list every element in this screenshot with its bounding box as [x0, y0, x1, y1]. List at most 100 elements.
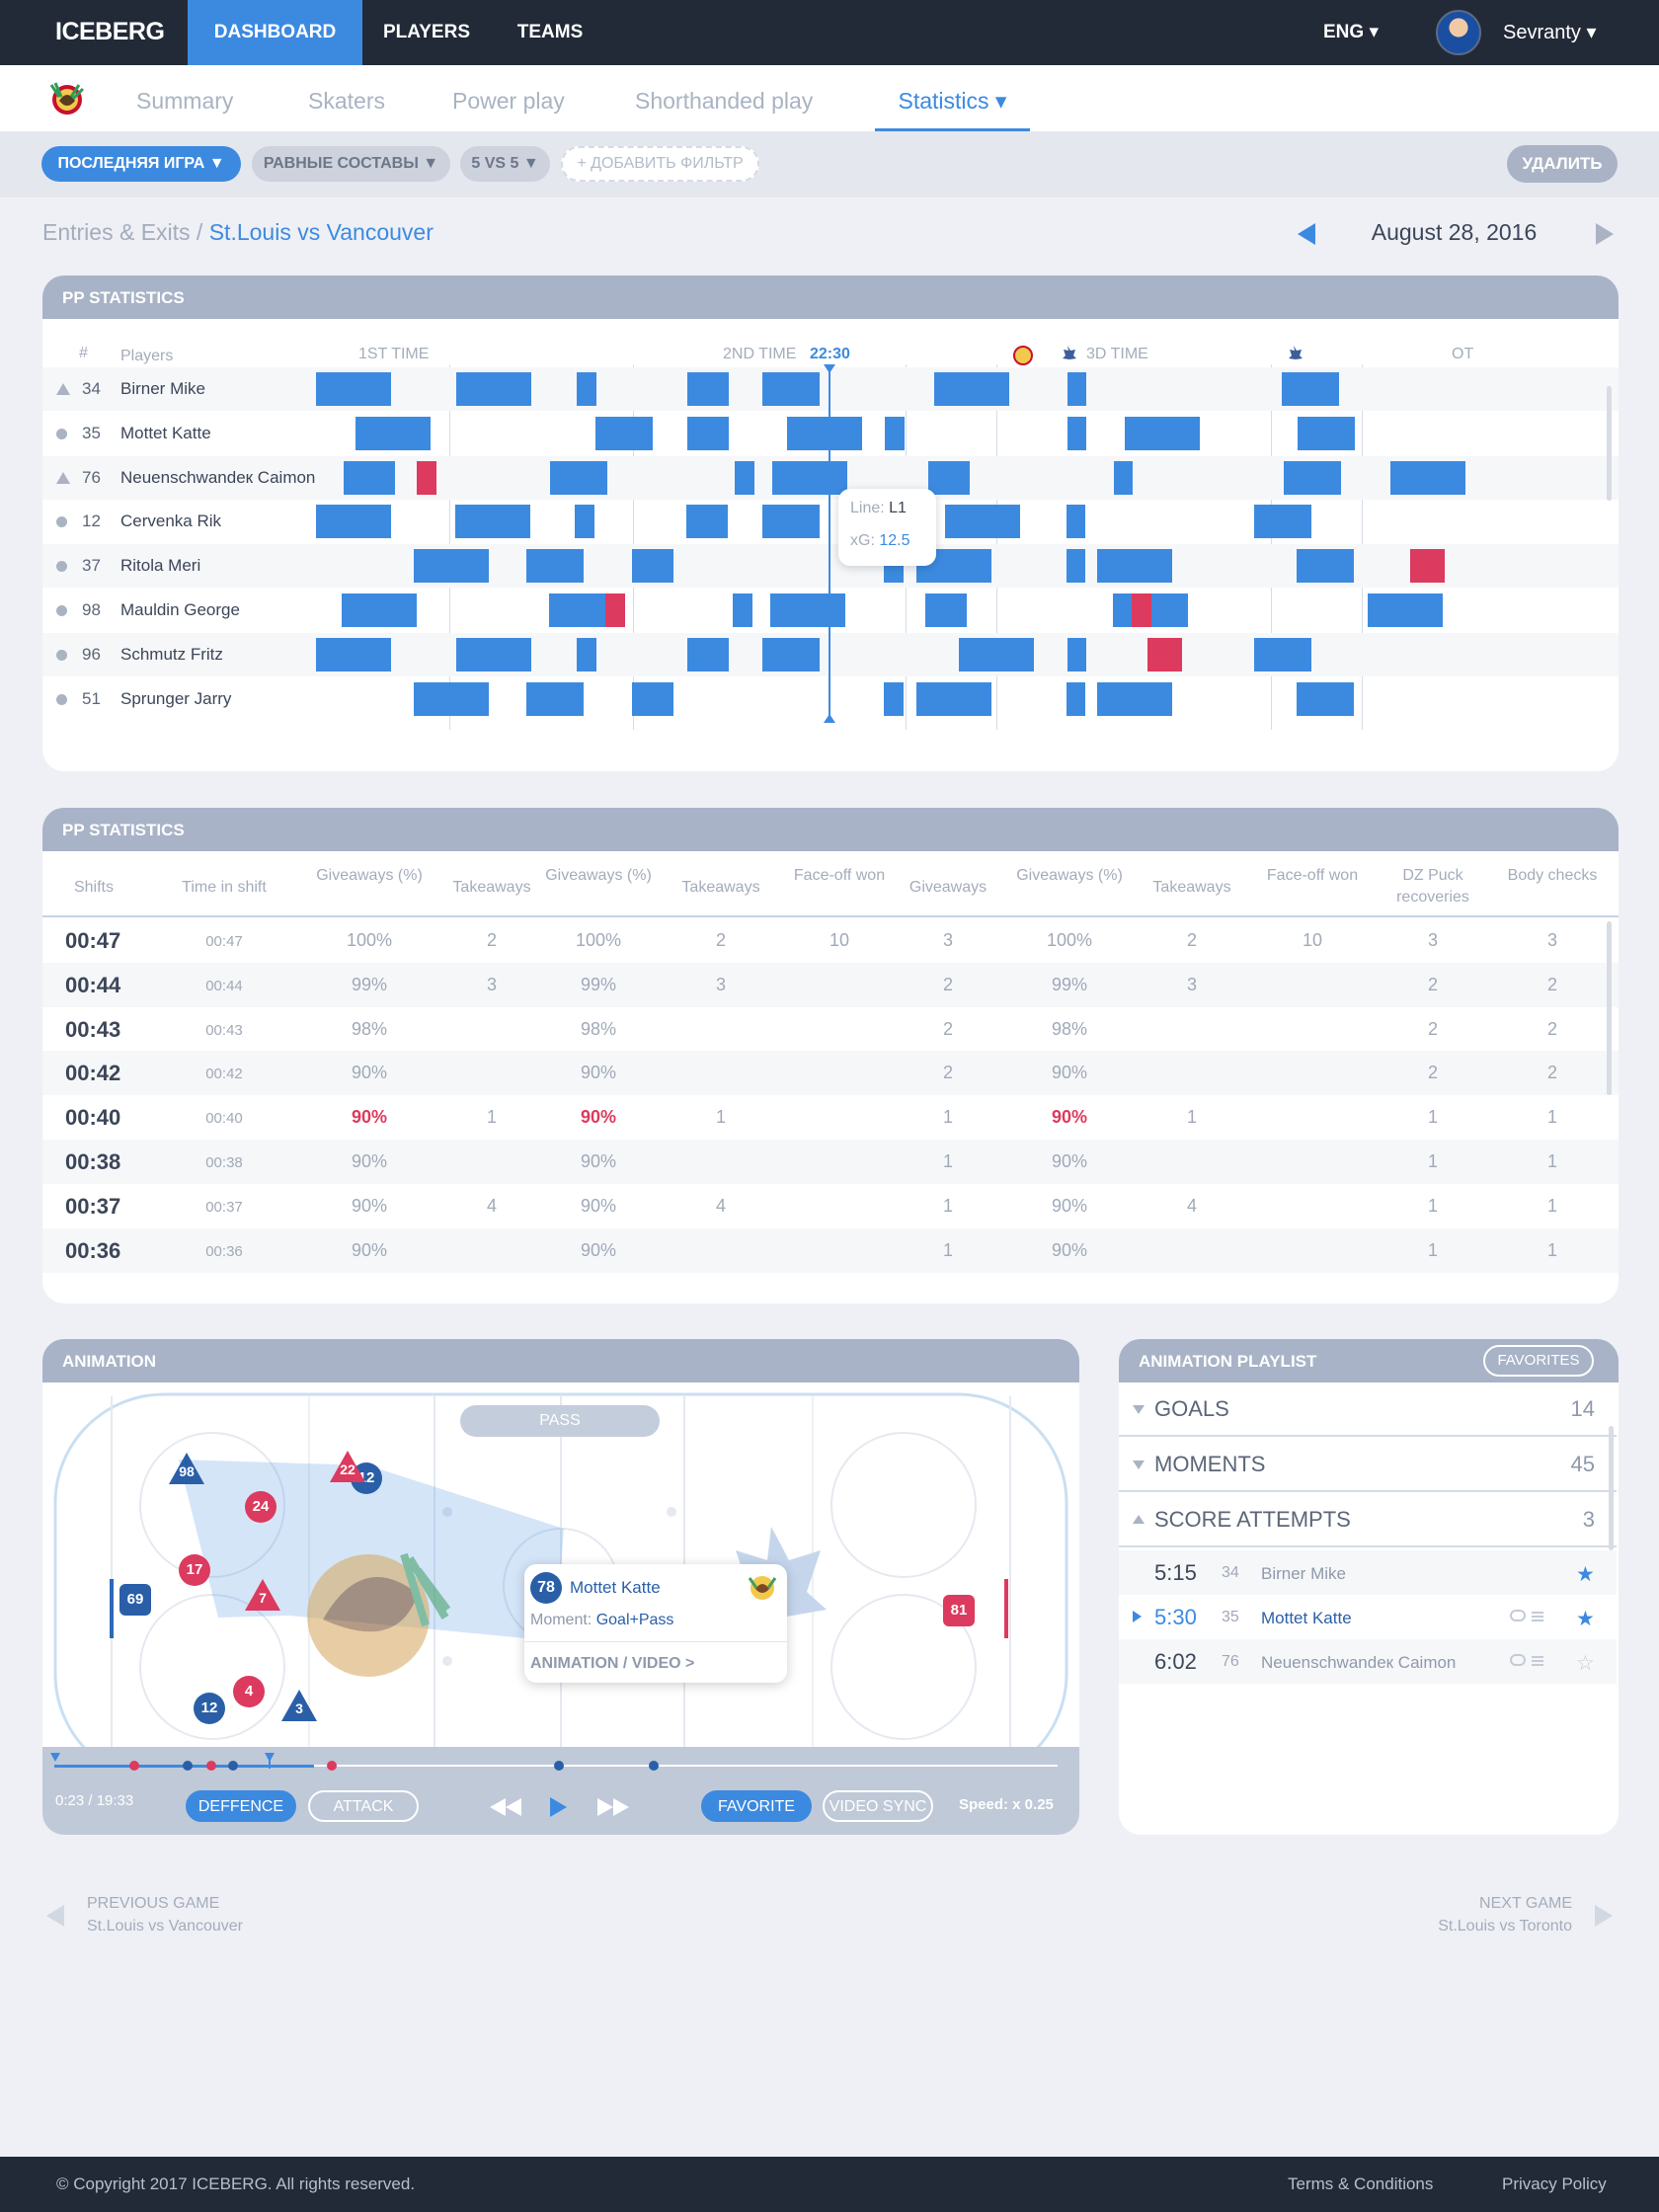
video-icon[interactable]	[1510, 1610, 1526, 1621]
rewind-icon[interactable]	[488, 1796, 523, 1818]
favorite-button[interactable]: FAVORITE	[701, 1790, 812, 1822]
table-row[interactable]: 00:42 00:42 90% 90% 2 90% 2 2	[42, 1051, 1619, 1096]
tab-power-play[interactable]: Power play	[452, 88, 565, 114]
star-outline-icon[interactable]: ☆	[1576, 1652, 1595, 1675]
track-event-marker[interactable]	[183, 1761, 193, 1771]
shift-bar[interactable]	[316, 637, 391, 672]
shift-bar[interactable]	[762, 505, 820, 539]
shift-bar[interactable]	[1282, 372, 1339, 406]
penalty-bar[interactable]	[605, 593, 625, 627]
popup-player-name[interactable]: Mottet Katte	[570, 1578, 661, 1597]
tab-summary[interactable]: Summary	[136, 88, 234, 114]
star-filled-icon[interactable]: ★	[1576, 1608, 1595, 1630]
track-event-marker[interactable]	[327, 1761, 337, 1771]
shift-bar[interactable]	[1097, 549, 1172, 584]
playlist-item[interactable]: 5:30 35 Mottet Katte ★	[1119, 1595, 1617, 1639]
shift-bar[interactable]	[1254, 637, 1311, 672]
shift-bar[interactable]	[733, 593, 752, 627]
add-filter-button[interactable]: + ДОБАВИТЬ ФИЛЬТР	[561, 146, 759, 182]
home-player-marker[interactable]: 69	[119, 1584, 151, 1616]
shift-bar[interactable]	[1298, 416, 1355, 450]
shift-bar[interactable]	[1067, 637, 1086, 672]
date-next-arrow-icon[interactable]	[1596, 223, 1614, 245]
shift-bar[interactable]	[735, 460, 754, 495]
shift-bar[interactable]	[762, 372, 820, 406]
prev-game-arrow-icon[interactable]	[46, 1905, 64, 1927]
nav-dashboard[interactable]: DASHBOARD	[188, 0, 362, 65]
penalty-bar[interactable]	[1132, 593, 1151, 627]
track-start-handle-icon[interactable]	[50, 1753, 60, 1762]
privacy-link[interactable]: Privacy Policy	[1502, 2174, 1607, 2193]
player-name[interactable]: Schmutz Fritz	[120, 644, 223, 664]
table-row[interactable]: 00:44 00:44 99% 3 99% 3 2 99% 3 2 2	[42, 962, 1619, 1007]
shift-bar[interactable]	[414, 681, 489, 716]
away-player-marker[interactable]: 24	[245, 1491, 276, 1523]
shift-bar[interactable]	[1097, 681, 1172, 716]
shift-bar[interactable]	[884, 681, 904, 716]
fast-forward-icon[interactable]	[595, 1796, 631, 1818]
shift-bar[interactable]	[575, 505, 594, 539]
shift-bar[interactable]	[770, 593, 845, 627]
away-player-marker[interactable]: 4	[233, 1676, 265, 1707]
breadcrumb-parent[interactable]: Entries & Exits /	[42, 219, 209, 245]
table-row[interactable]: 00:38 00:38 90% 90% 1 90% 1 1	[42, 1140, 1619, 1184]
shift-bar[interactable]	[687, 372, 729, 406]
shift-bar[interactable]	[885, 416, 905, 450]
tab-skaters[interactable]: Skaters	[308, 88, 385, 114]
player-name[interactable]: Birner Mike	[120, 379, 205, 398]
shift-bar[interactable]	[456, 637, 531, 672]
penalty-bar[interactable]	[417, 460, 436, 495]
shift-bar[interactable]	[632, 549, 673, 584]
shift-bar[interactable]	[687, 416, 729, 450]
current-time-cursor[interactable]	[829, 370, 830, 722]
player-name[interactable]: Neuenschwandeк Caimon	[120, 467, 316, 487]
playlist-item[interactable]: 5:15 34 Birner Mike ★	[1119, 1550, 1617, 1595]
nav-teams[interactable]: TEAMS	[516, 22, 584, 42]
tab-statistics[interactable]: Statistics ▾	[875, 65, 1030, 131]
playlist-section[interactable]: SCORE ATTEMPTS 3	[1119, 1493, 1617, 1547]
track-event-marker[interactable]	[228, 1761, 238, 1771]
shift-bar[interactable]	[1067, 416, 1086, 450]
table-row[interactable]: 00:40 00:40 90% 1 90% 1 1 90% 1 1 1	[42, 1095, 1619, 1140]
shift-bar[interactable]	[925, 593, 967, 627]
tab-shorthanded-play[interactable]: Shorthanded play	[635, 88, 814, 114]
shift-bar[interactable]	[356, 416, 431, 450]
player-name[interactable]: Cervenka Rik	[120, 512, 222, 531]
playlist-item[interactable]: 6:02 76 Neuenschwandeк Caimon ☆	[1119, 1639, 1617, 1684]
shift-bar[interactable]	[316, 505, 391, 539]
shift-bar[interactable]	[1066, 681, 1085, 716]
shift-bar[interactable]	[577, 372, 596, 406]
app-logo[interactable]: ICEBERG	[55, 18, 165, 45]
filter-even-strength[interactable]: РАВНЫЕ СОСТАВЫ ▼	[252, 146, 450, 182]
shift-bar[interactable]	[1114, 460, 1133, 495]
shift-bar[interactable]	[595, 416, 653, 450]
track-event-marker[interactable]	[554, 1761, 564, 1771]
date-prev-arrow-icon[interactable]	[1298, 223, 1315, 245]
shift-bar[interactable]	[456, 372, 531, 406]
shift-bar[interactable]	[1066, 549, 1085, 584]
collapse-arrow-icon[interactable]	[1133, 1515, 1145, 1524]
terms-link[interactable]: Terms & Conditions	[1288, 2174, 1434, 2193]
next-game-arrow-icon[interactable]	[1595, 1905, 1613, 1927]
shift-bar[interactable]	[1254, 505, 1311, 539]
shift-bar[interactable]	[577, 637, 596, 672]
shift-bar[interactable]	[787, 416, 862, 450]
shift-bar[interactable]	[928, 460, 970, 495]
shift-bar[interactable]	[687, 637, 729, 672]
home-player-marker[interactable]: 12	[194, 1693, 225, 1724]
penalty-bar[interactable]	[1410, 549, 1445, 584]
track-event-marker[interactable]	[129, 1761, 139, 1771]
shift-bar[interactable]	[934, 372, 1009, 406]
shift-bar[interactable]	[1390, 460, 1465, 495]
shift-bar[interactable]	[316, 372, 391, 406]
language-select[interactable]: ENG ▾	[1323, 22, 1379, 42]
shift-bar[interactable]	[526, 681, 584, 716]
shift-bar[interactable]	[1067, 372, 1086, 406]
shift-bar[interactable]	[1368, 593, 1443, 627]
shift-bar[interactable]	[344, 460, 395, 495]
playlist-scrollbar[interactable]	[1609, 1426, 1614, 1550]
user-menu[interactable]: Sevranty ▾	[1503, 22, 1597, 43]
player-name[interactable]: Ritola Meri	[120, 556, 201, 576]
playlist-section[interactable]: GOALS 14	[1119, 1382, 1617, 1437]
cursor-bottom-handle-icon[interactable]	[824, 714, 835, 723]
